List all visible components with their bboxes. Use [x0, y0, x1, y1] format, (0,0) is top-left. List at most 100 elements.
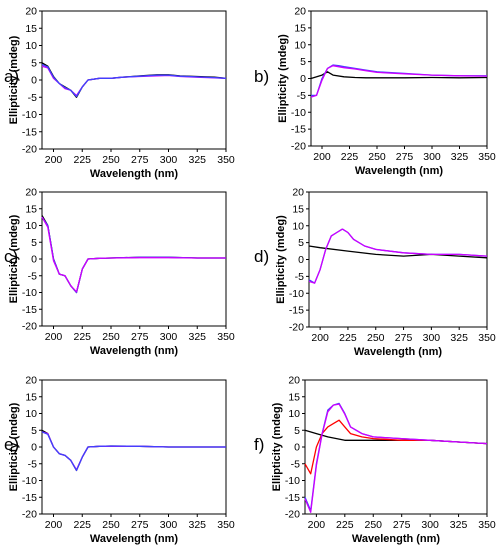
y-tick-label: 15	[288, 391, 300, 403]
x-tick-label: 325	[188, 154, 206, 166]
x-tick-label: 225	[336, 519, 354, 531]
x-tick-label: 200	[45, 331, 63, 343]
y-tick-label: 5	[294, 425, 300, 437]
series-line-2	[41, 216, 226, 294]
x-tick-label: 200	[308, 519, 326, 531]
x-tick-label: 350	[478, 151, 496, 163]
series-line-3	[41, 63, 227, 98]
x-tick-label: 325	[450, 332, 468, 344]
series-line-2	[304, 419, 488, 475]
x-tick-label: 250	[102, 331, 120, 343]
x-tick-label: 275	[131, 154, 149, 166]
y-tick-label: 20	[25, 375, 37, 387]
x-tick-label: 275	[131, 519, 149, 531]
series-line-3	[41, 431, 226, 472]
y-axis-label: Ellipticity (mdeg)	[8, 402, 20, 491]
y-tick-label: 20	[294, 6, 306, 18]
panel-label: e)	[4, 435, 19, 454]
x-tick-label: 325	[451, 151, 469, 163]
y-tick-label: 20	[25, 187, 37, 199]
y-tick-label: -5	[28, 92, 37, 104]
y-tick-label: 20	[25, 6, 37, 18]
y-tick-label: 5	[31, 57, 37, 69]
plot-frame	[304, 379, 488, 515]
y-tick-label: 5	[298, 237, 304, 249]
x-tick-label: 350	[478, 519, 496, 531]
series-line-2	[41, 65, 227, 97]
y-axis-label: Ellipticity (mdeg)	[277, 34, 289, 123]
x-tick-label: 250	[367, 332, 385, 344]
plot-frame	[308, 191, 488, 328]
x-tick-label: 225	[73, 154, 91, 166]
series-line-1	[41, 62, 227, 98]
y-tick-label: -20	[291, 141, 306, 153]
x-tick-label: 275	[395, 332, 413, 344]
y-axis-label: Ellipticity (mdeg)	[8, 35, 20, 124]
x-axis-label: Wavelength (nm)	[352, 533, 441, 545]
x-tick-label: 350	[478, 332, 496, 344]
plot-frame	[41, 191, 227, 327]
x-axis-label: Wavelength (nm)	[354, 346, 443, 358]
x-tick-label: 250	[102, 154, 120, 166]
y-tick-label: 0	[298, 254, 304, 266]
x-tick-label: 350	[217, 154, 235, 166]
chart-panel-2: b) -20 -15 -10 -5 0 5 10 15 20 200 225 250 275 300 325 3…	[254, 6, 496, 178]
y-tick-label: 0	[300, 73, 306, 85]
y-tick-label: -10	[22, 475, 37, 487]
y-tick-label: 10	[25, 40, 37, 52]
series-line-3	[308, 228, 488, 284]
y-tick-label: 15	[292, 203, 304, 215]
x-tick-label: 350	[217, 331, 235, 343]
series-line-4	[304, 403, 488, 513]
x-tick-label: 200	[311, 332, 329, 344]
y-tick-label: -5	[297, 90, 306, 102]
y-axis-label: Ellipticity (mdeg)	[275, 215, 287, 304]
series-line-1	[41, 215, 226, 294]
y-tick-label: -20	[22, 144, 37, 156]
y-tick-label: -15	[289, 305, 304, 317]
y-tick-label: -5	[28, 458, 37, 470]
y-tick-label: -5	[28, 270, 37, 282]
plot-frame	[310, 10, 488, 147]
y-tick-label: -5	[291, 458, 300, 470]
x-tick-label: 275	[131, 331, 149, 343]
x-tick-label: 225	[73, 331, 91, 343]
x-tick-label: 325	[450, 519, 468, 531]
x-tick-label: 300	[421, 519, 439, 531]
x-tick-label: 275	[396, 151, 414, 163]
y-tick-label: 20	[292, 187, 304, 199]
panel-label: f)	[254, 435, 264, 454]
x-tick-label: 200	[45, 154, 63, 166]
series-line-1	[41, 429, 226, 472]
y-tick-label: 10	[288, 408, 300, 420]
y-tick-label: 15	[25, 23, 37, 35]
panel-label: b)	[254, 67, 269, 86]
y-tick-label: -15	[291, 124, 306, 136]
y-tick-label: 10	[292, 220, 304, 232]
y-tick-label: -10	[22, 287, 37, 299]
x-tick-label: 325	[188, 331, 206, 343]
y-tick-label: 5	[300, 56, 306, 68]
x-tick-label: 300	[160, 519, 178, 531]
plot-frame	[41, 10, 227, 150]
x-tick-label: 300	[423, 151, 441, 163]
x-tick-label: 250	[368, 151, 386, 163]
y-tick-label: 10	[25, 408, 37, 420]
x-tick-label: 225	[341, 151, 359, 163]
x-tick-label: 250	[102, 519, 120, 531]
y-tick-label: -10	[285, 475, 300, 487]
chart-panel-1: a) -20 -15 -10 -5 0 5 10 15 20 200 225 250 275 300 325 3…	[4, 6, 235, 181]
series-line-3	[310, 65, 488, 98]
x-axis-label: Wavelength (nm)	[355, 165, 444, 177]
chart-panel-4: d) -20 -15 -10 -5 0 5 10 15 20 200 225 250 275 300 325 3…	[254, 187, 496, 359]
chart-panel-5: e) -20 -15 -10 -5 0 5 10 15 20 200 225 250 275 300 325 3…	[4, 375, 235, 546]
y-tick-label: 10	[25, 220, 37, 232]
y-tick-label: -20	[22, 509, 37, 521]
panel-label: d)	[254, 247, 269, 266]
y-tick-label: 15	[25, 391, 37, 403]
y-tick-label: -10	[291, 107, 306, 119]
chart-panel-3: c) -20 -15 -10 -5 0 5 10 15 20 200 225 250 275 300 325 3…	[4, 187, 235, 358]
panel-label: a)	[4, 67, 19, 86]
series-line-1	[308, 245, 488, 259]
